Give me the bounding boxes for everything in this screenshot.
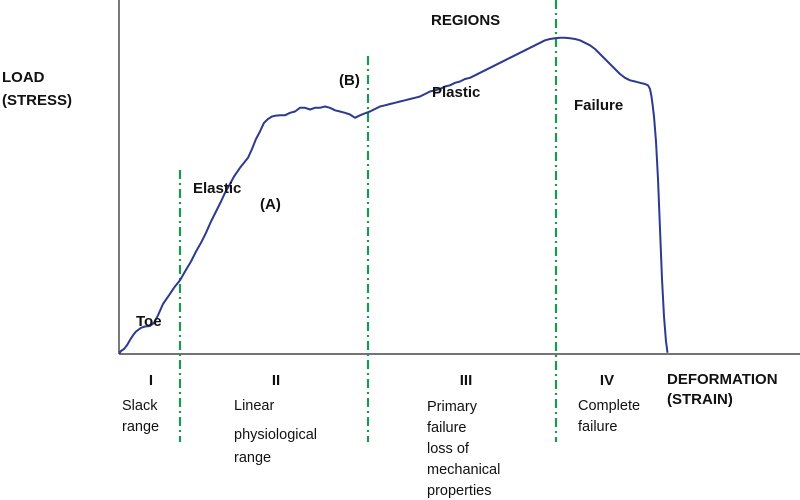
region-2-description-line-3: range	[234, 450, 271, 466]
region-1-description-line-2: range	[122, 419, 159, 435]
x-axis-label-line-2: (STRAIN)	[667, 391, 733, 408]
region-3-description-line-3: loss of	[427, 441, 470, 457]
region-4-description-line-1: Complete	[578, 398, 640, 414]
curve-label-a: (A)	[260, 196, 281, 213]
x-axis-label-line-1: DEFORMATION	[667, 371, 778, 388]
region-1-description-line-1: Slack	[122, 398, 158, 414]
region-3-description-line-2: failure	[427, 420, 467, 436]
region-3-description-line-5: properties	[427, 483, 491, 499]
region-3-description-line-4: mechanical	[427, 462, 500, 478]
region-numeral-4: IV	[600, 372, 614, 389]
curve-label-b: (B)	[339, 72, 360, 89]
region-4-description-line-2: failure	[578, 419, 618, 435]
curve-label-plastic: Plastic	[432, 84, 480, 101]
curve-label-toe: Toe	[136, 313, 162, 330]
region-dividers	[178, 0, 558, 442]
region-2-description-line-2: physiological	[234, 427, 317, 443]
y-axis-label-line-2: (STRESS)	[2, 92, 72, 109]
curve-label-failure: Failure	[574, 97, 623, 114]
region-numeral-3: III	[460, 372, 473, 389]
curve-label-elastic: Elastic	[193, 180, 241, 197]
region-numeral-1: I	[149, 372, 153, 389]
axes	[118, 0, 800, 355]
labels-layer: LOAD (STRESS) DEFORMATION (STRAIN) REGIONS To…	[2, 12, 778, 499]
regions-title: REGIONS	[431, 12, 500, 29]
load-deformation-curve	[118, 36, 669, 355]
curve-layer	[118, 36, 669, 355]
region-2-description-line-1: Linear	[234, 398, 274, 414]
region-3-description-line-1: Primary	[427, 399, 478, 415]
y-axis-label-line-1: LOAD	[2, 69, 45, 86]
region-numeral-2: II	[272, 372, 280, 389]
